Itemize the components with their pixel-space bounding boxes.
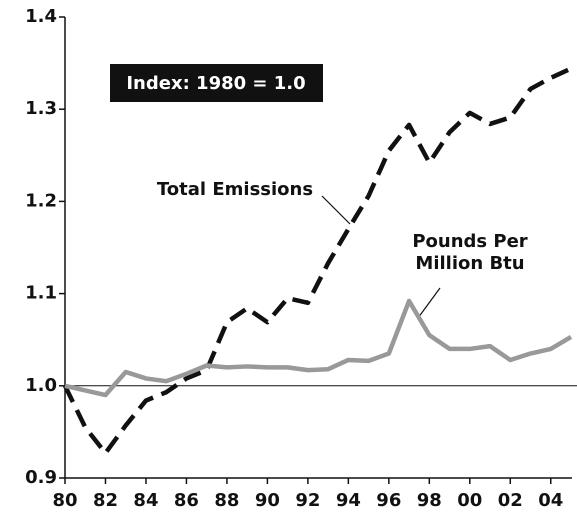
y-tick-label: 1.0 xyxy=(25,375,57,396)
series-line xyxy=(62,66,572,456)
leader-line xyxy=(417,287,441,319)
leader-line xyxy=(321,195,351,225)
x-tick-label: 86 xyxy=(174,490,199,511)
x-tick-label: 80 xyxy=(52,490,77,511)
x-tick-label: 00 xyxy=(457,490,482,511)
series-label: Total Emissions xyxy=(156,179,314,200)
annotation: Index: 1980 = 1.0 xyxy=(126,73,305,94)
x-tick-label: 92 xyxy=(295,490,320,511)
x-tick-label: 04 xyxy=(538,490,563,511)
x-tick-label: 90 xyxy=(255,490,280,511)
y-tick-label: 1.3 xyxy=(25,98,57,119)
x-tick-label: 82 xyxy=(93,490,118,511)
x-tick-label: 84 xyxy=(133,490,158,511)
x-tick-label: 02 xyxy=(498,490,523,511)
x-tick-label: 98 xyxy=(417,490,442,511)
series-label: Pounds Per Million Btu xyxy=(412,231,528,274)
x-tick-label: 88 xyxy=(214,490,239,511)
x-tick-label: 94 xyxy=(336,490,361,511)
series-line xyxy=(64,298,573,398)
annotation-box xyxy=(110,64,323,102)
y-tick-label: 1.1 xyxy=(25,283,57,304)
y-tick-label: 0.9 xyxy=(25,467,57,488)
x-tick-label: 96 xyxy=(376,490,401,511)
y-tick-label: 1.2 xyxy=(25,190,57,211)
y-tick-label: 1.4 xyxy=(25,6,57,27)
